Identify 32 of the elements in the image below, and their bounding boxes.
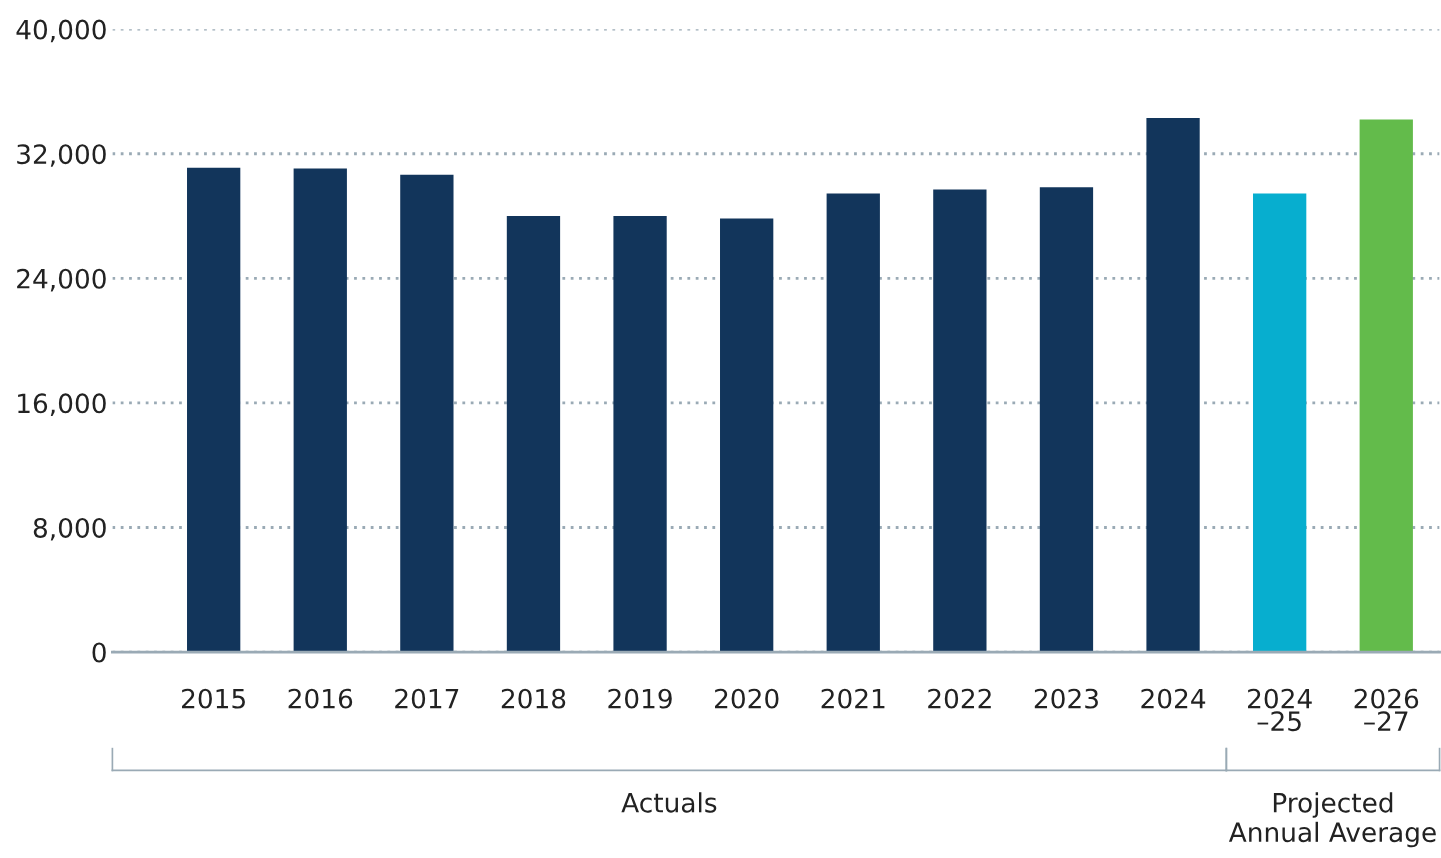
x-tick-label: 2018 [501, 688, 566, 709]
x-tick-label: 2024 –25 [1248, 688, 1312, 732]
y-tick-label: 24,000 [17, 268, 106, 292]
x-tick-label: 2016 [288, 688, 353, 709]
x-tick-label: 2017 [395, 688, 459, 709]
x-tick-label: 2022 [928, 688, 991, 709]
text: Projected Annual Average [1228, 792, 1436, 848]
x-tick-label: 2020 [715, 688, 779, 709]
y-tick-label: 0 [92, 642, 106, 663]
bar [1146, 117, 1200, 653]
bar [1253, 193, 1307, 653]
y-tick-label: 16,000 [18, 393, 106, 417]
bar [720, 218, 774, 653]
bar [506, 216, 561, 653]
bar [293, 168, 347, 653]
x-tick-label: 2021 [821, 688, 885, 709]
x-tick-label: 2024 [1141, 688, 1206, 709]
y-tick-label: 40,000 [16, 19, 106, 43]
bar [187, 167, 241, 653]
bar [613, 216, 667, 653]
bar [1359, 119, 1413, 653]
y-tick-label: 8,000 [33, 517, 106, 541]
bar [826, 193, 880, 653]
bar [400, 174, 454, 653]
x-tick-label: 2015 [182, 688, 245, 709]
bar [1039, 187, 1094, 653]
x-tick-label: 2026 –27 [1354, 688, 1419, 731]
y-tick-label: 32,000 [17, 144, 106, 167]
text: Actuals [621, 792, 717, 813]
x-tick-label: 2023 [1034, 688, 1098, 709]
bar [933, 189, 987, 653]
x-tick-label: 2019 [608, 688, 672, 709]
